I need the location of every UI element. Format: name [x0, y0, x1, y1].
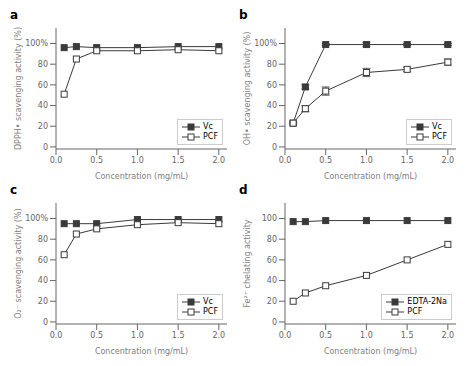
svg-text:0.5: 0.5 [319, 331, 332, 340]
svg-text:20: 20 [267, 297, 277, 306]
svg-text:100%: 100% [25, 39, 48, 48]
svg-text:0.0: 0.0 [279, 331, 292, 340]
svg-text:1.5: 1.5 [172, 156, 185, 165]
svg-text:20: 20 [38, 122, 48, 131]
svg-text:Concentration (mg/mL): Concentration (mg/mL) [324, 347, 417, 356]
svg-text:Fe²⁺ chelating activity: Fe²⁺ chelating activity [243, 219, 252, 307]
svg-text:40: 40 [267, 101, 277, 110]
svg-text:80: 80 [38, 60, 48, 69]
html-text:Vc: Vc [203, 297, 213, 306]
svg-text:1.0: 1.0 [131, 331, 144, 340]
svg-text:20: 20 [38, 297, 48, 306]
svg-text:Concentration (mg/mL): Concentration (mg/mL) [95, 347, 188, 356]
svg-text:0.0: 0.0 [50, 156, 63, 165]
svg-text:Concentration (mg/mL): Concentration (mg/mL) [95, 172, 188, 181]
svg-text:1.5: 1.5 [401, 331, 414, 340]
svg-text:2.0: 2.0 [212, 331, 225, 340]
svg-text:80: 80 [267, 60, 277, 69]
svg-text:40: 40 [267, 276, 277, 285]
svg-text:60: 60 [267, 256, 277, 265]
html-text:b: b [239, 8, 248, 22]
svg-text:0.0: 0.0 [279, 156, 292, 165]
html-text:PCF: PCF [203, 307, 218, 316]
svg-text:1.5: 1.5 [172, 331, 185, 340]
svg-text:60: 60 [38, 256, 48, 265]
html-text:Vc: Vc [432, 122, 442, 131]
svg-text:60: 60 [38, 81, 48, 90]
html-text:Vc: Vc [203, 122, 213, 131]
svg-text:0.5: 0.5 [319, 156, 332, 165]
svg-text:OH• scavenging activity (%): OH• scavenging activity (%) [243, 32, 252, 146]
svg-text:0.5: 0.5 [90, 331, 103, 340]
svg-text:1.0: 1.0 [131, 156, 144, 165]
svg-text:20: 20 [267, 122, 277, 131]
svg-text:80: 80 [267, 235, 277, 244]
svg-text:0.5: 0.5 [90, 156, 103, 165]
svg-text:40: 40 [38, 276, 48, 285]
svg-text:0.0: 0.0 [50, 331, 63, 340]
svg-text:2.0: 2.0 [441, 331, 454, 340]
svg-text:1.5: 1.5 [401, 156, 414, 165]
svg-text:40: 40 [38, 101, 48, 110]
svg-text:2.0: 2.0 [441, 156, 454, 165]
html-text:d: d [239, 183, 248, 197]
html-text:EDTA-2Na: EDTA-2Na [407, 297, 447, 306]
svg-text:0: 0 [43, 318, 48, 327]
svg-text:0: 0 [272, 143, 277, 152]
html-text:c: c [10, 183, 18, 197]
svg-text:2.0: 2.0 [212, 156, 225, 165]
svg-text:60: 60 [267, 81, 277, 90]
svg-text:1.0: 1.0 [360, 331, 373, 340]
svg-text:O₂⁻ scavenging activity (%): O₂⁻ scavenging activity (%) [14, 208, 23, 318]
svg-text:0: 0 [43, 143, 48, 152]
svg-text:DPPH• scavenging activity (%): DPPH• scavenging activity (%) [14, 27, 23, 150]
html-text:PCF: PCF [407, 307, 423, 316]
svg-text:1.0: 1.0 [360, 156, 373, 165]
svg-text:100%: 100% [254, 39, 277, 48]
svg-text:Concentration (mg/mL): Concentration (mg/mL) [324, 172, 417, 181]
svg-text:100%: 100% [25, 214, 48, 223]
svg-text:80: 80 [38, 235, 48, 244]
svg-text:0: 0 [272, 318, 277, 327]
html-text:PCF: PCF [432, 132, 447, 141]
svg-text:100: 100 [262, 214, 277, 223]
html-text:PCF: PCF [203, 132, 218, 141]
html-text:a: a [10, 8, 19, 22]
